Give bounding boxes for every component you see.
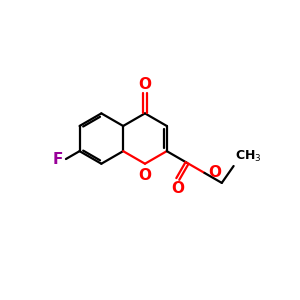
Text: O: O [208, 164, 221, 179]
Text: O: O [139, 76, 152, 92]
Text: O: O [171, 181, 184, 196]
Text: O: O [139, 168, 152, 183]
Text: F: F [53, 152, 63, 166]
Text: CH$_3$: CH$_3$ [235, 149, 261, 164]
